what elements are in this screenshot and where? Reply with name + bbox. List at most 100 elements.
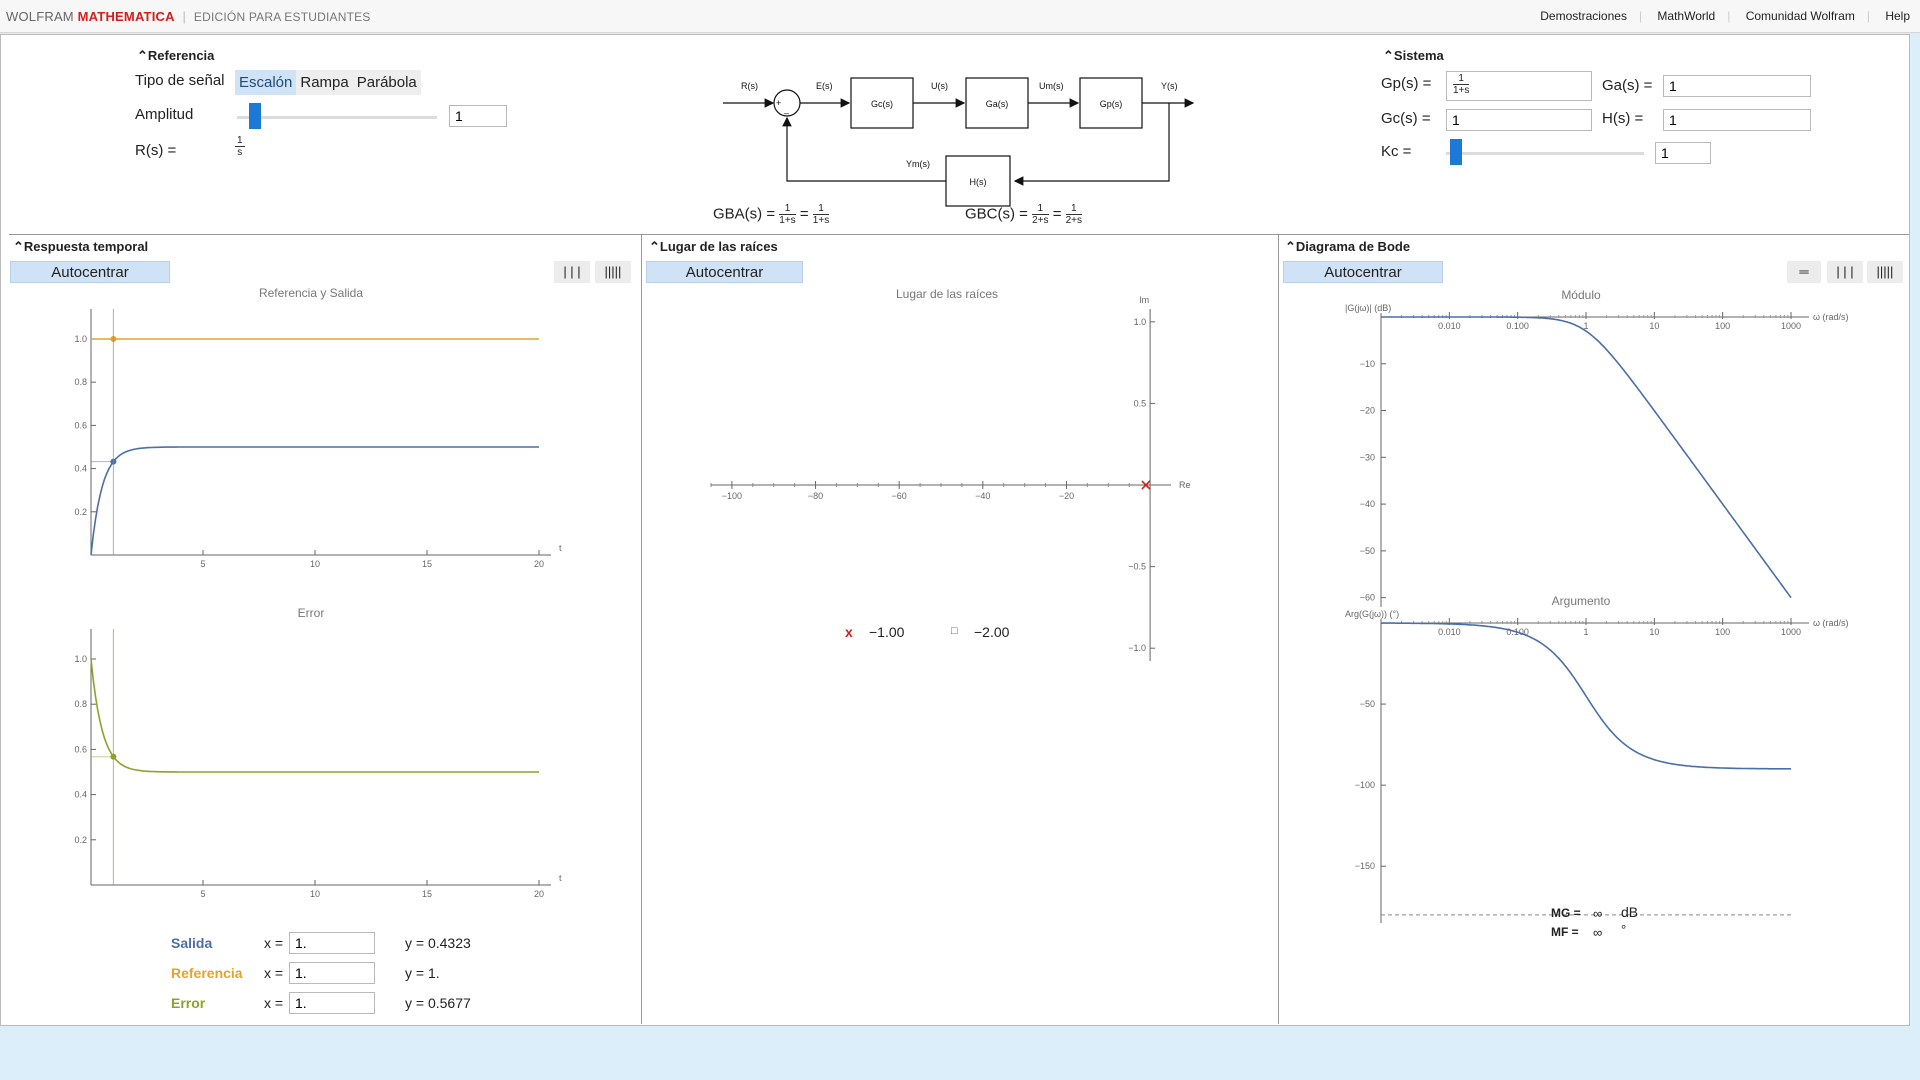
collapse-icon: ⌃ — [1383, 48, 1394, 63]
legend-error-xlabel: x = — [264, 995, 284, 1011]
y-tick-label: −50 — [1360, 546, 1375, 556]
x-tick-label: 0.010 — [1438, 627, 1461, 637]
dense-grid-icon[interactable]: ||||| — [595, 261, 631, 283]
respuesta-header[interactable]: ⌃Respuesta temporal — [13, 239, 149, 254]
h-input[interactable] — [1663, 109, 1811, 131]
horizontal-grid-icon[interactable]: ═ — [1787, 261, 1821, 283]
option-escalon[interactable]: Escalón — [235, 70, 297, 95]
y-tick-label: 0.2 — [74, 507, 87, 517]
error-plot: Error t 5 10 15 20 0.2 0.4 0.6 0.8 1.0 — [74, 606, 562, 899]
mf-label: MF = — [1551, 925, 1579, 939]
amplitud-slider[interactable] — [237, 116, 437, 119]
plot-title: Módulo — [1561, 288, 1601, 302]
zero-value: −2.00 — [974, 624, 1010, 640]
panel-divider-1 — [641, 234, 642, 1024]
x-tick-label: 20 — [534, 559, 544, 569]
kc-input[interactable] — [1655, 142, 1711, 164]
x-tick-label: −80 — [808, 491, 823, 501]
amplitud-input[interactable] — [449, 105, 507, 127]
pole-marker — [1141, 480, 1151, 490]
x-tick-label: 10 — [1649, 627, 1659, 637]
sistema-header[interactable]: ⌃Sistema — [1383, 48, 1444, 63]
mg-unit: dB — [1621, 904, 1639, 920]
lugar-header[interactable]: ⌃Lugar de las raíces — [649, 239, 778, 254]
y-tick-label: 0.8 — [74, 377, 87, 387]
gba-label: GBA(s) = — [713, 205, 776, 223]
section-divider — [9, 234, 1909, 235]
gp-input[interactable]: 1 1+s — [1446, 71, 1592, 101]
bode-modulo-plot: Módulo |G(jω)| (dB) ω (rad/s) 0.010 0.100 1 10… — [1345, 288, 1849, 607]
h-label: H(s) = — [1602, 110, 1644, 127]
link-demostraciones[interactable]: Demostraciones — [1540, 9, 1627, 23]
dense-grid-icon[interactable]: ||||| — [1867, 261, 1903, 283]
link-mathworld[interactable]: MathWorld — [1657, 9, 1716, 23]
kc-slider-thumb[interactable] — [1449, 139, 1462, 165]
collapse-icon: ⌃ — [13, 239, 24, 254]
x-axis-label: ω (rad/s) — [1813, 618, 1849, 628]
link-comunidad[interactable]: Comunidad Wolfram — [1745, 9, 1855, 23]
referencia-x-input[interactable] — [289, 962, 375, 984]
root-locus-plot: Lugar de las raíces Re Im −100 −80 −60 −40 −20 1… — [710, 287, 1191, 661]
x-tick-label: −60 — [892, 491, 907, 501]
x-tick-label: 10 — [310, 889, 320, 899]
x-tick-label: 1 — [1583, 321, 1588, 331]
amplitud-slider-thumb[interactable] — [249, 103, 261, 129]
y-tick-label: −50 — [1360, 699, 1375, 709]
x-axis-label: t — [559, 873, 562, 883]
x-tick-label: 20 — [534, 889, 544, 899]
grid-lines-icon[interactable]: | | | — [1827, 261, 1863, 283]
x-axis-label: Re — [1179, 480, 1191, 490]
label-rs: R(s) — [741, 81, 758, 91]
y-tick-label: 1.0 — [74, 654, 87, 664]
legend-error-y: y = 0.5677 — [405, 995, 471, 1011]
label-us: U(s) — [931, 81, 948, 91]
kc-label: Kc = — [1381, 143, 1412, 160]
gc-input[interactable] — [1446, 109, 1592, 131]
grid-lines-icon[interactable]: | | | — [554, 261, 590, 283]
tipo-senal-label: Tipo de señal — [135, 72, 225, 89]
x-tick-label: 15 — [422, 559, 432, 569]
x-tick-label: −100 — [722, 491, 742, 501]
plot-title: Argumento — [1552, 594, 1611, 608]
referencia-header[interactable]: ⌃Referencia — [137, 48, 215, 63]
y-tick-label: −40 — [1360, 499, 1375, 509]
link-help[interactable]: Help — [1885, 9, 1910, 23]
y-axis-label: |G(jω)| (dB) — [1345, 303, 1391, 313]
y-axis-label: Arg(G(jω)) (°) — [1345, 609, 1399, 619]
x-tick-label: 5 — [200, 889, 205, 899]
demo-panel: ⌃Referencia Tipo de señal Escalón Rampa … — [0, 34, 1910, 1026]
salida-x-input[interactable] — [289, 932, 375, 954]
block-gc: Gc(s) — [871, 99, 893, 109]
kc-slider[interactable] — [1446, 152, 1644, 155]
legend-salida-y: y = 0.4323 — [405, 935, 471, 951]
mg-value: ∞ — [1593, 906, 1603, 921]
y-tick-label: 1.0 — [74, 334, 87, 344]
x-tick-label: 1000 — [1781, 627, 1801, 637]
plot-title: Referencia y Salida — [259, 286, 363, 300]
mf-unit: ° — [1621, 922, 1627, 937]
series-line-argumento — [1381, 622, 1792, 770]
option-parabola[interactable]: Parábola — [356, 74, 417, 91]
x-tick-label: 10 — [1649, 321, 1659, 331]
legend-referencia-xlabel: x = — [264, 965, 284, 981]
bode-header[interactable]: ⌃Diagrama de Bode — [1285, 239, 1411, 254]
autocentrar-lugar-button[interactable]: Autocentrar — [646, 261, 803, 283]
ga-input[interactable] — [1663, 75, 1811, 97]
y-tick-label: 0.6 — [74, 420, 87, 430]
block-diagram: R(s) E(s) U(s) Um(s) Y(s) Ym(s) + – Gc(s… — [723, 77, 1195, 207]
pole-value: −1.00 — [869, 624, 905, 640]
gba-expression: GBA(s) = 1 1+s = 1 1+s — [713, 203, 830, 226]
brand-wolfram: WOLFRAM — [6, 9, 74, 24]
error-x-input[interactable] — [289, 992, 375, 1014]
label-plus: + — [776, 98, 781, 108]
autocentrar-bode-button[interactable]: Autocentrar — [1283, 261, 1443, 283]
label-es: E(s) — [816, 81, 833, 91]
autocentrar-respuesta-button[interactable]: Autocentrar — [10, 261, 170, 283]
option-rampa[interactable]: Rampa — [300, 74, 349, 91]
x-tick-label: 15 — [422, 889, 432, 899]
legend-salida-xlabel: x = — [264, 935, 284, 951]
zero-marker-icon: □ — [951, 625, 958, 637]
y-axis-label: Im — [1139, 295, 1149, 305]
